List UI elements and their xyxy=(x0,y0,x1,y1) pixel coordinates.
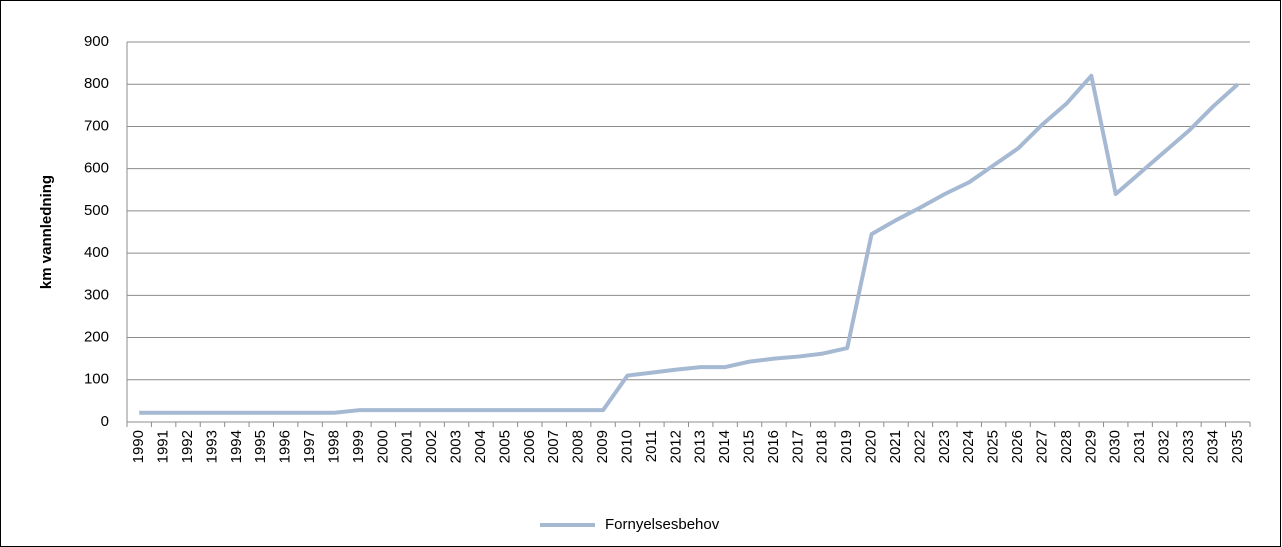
y-tick-label: 400 xyxy=(84,244,109,261)
y-tick-label: 500 xyxy=(84,202,109,219)
x-tick-label: 2009 xyxy=(594,430,611,463)
y-tick-label: 800 xyxy=(84,75,109,92)
x-tick-label: 2019 xyxy=(838,430,855,463)
x-tick-label: 2032 xyxy=(1156,430,1173,463)
x-tick-label: 1994 xyxy=(228,430,245,463)
x-tick-label: 2013 xyxy=(692,430,709,463)
y-tick-label: 900 xyxy=(84,33,109,50)
x-tick-label: 2035 xyxy=(1229,430,1246,463)
x-tick-label: 2012 xyxy=(667,430,684,463)
x-tick-label: 2033 xyxy=(1180,430,1197,463)
x-tick-label: 1990 xyxy=(130,430,147,463)
x-tick-label: 2003 xyxy=(448,430,465,463)
x-tick-label: 2005 xyxy=(496,430,513,463)
x-tick-label: 2007 xyxy=(545,430,562,463)
legend-label: Fornyelsesbehov xyxy=(605,516,720,533)
x-tick-label: 2011 xyxy=(643,430,660,462)
y-tick-label: 700 xyxy=(84,117,109,134)
x-tick-label: 1996 xyxy=(277,430,294,463)
x-tick-label: 2021 xyxy=(887,430,904,463)
x-tick-label: 2018 xyxy=(814,430,831,463)
x-tick-label: 2008 xyxy=(570,430,587,463)
y-tick-label: 300 xyxy=(84,286,109,303)
x-tick-label: 2023 xyxy=(936,430,953,463)
y-axis-label: km vannledning xyxy=(38,175,55,289)
x-tick-label: 2024 xyxy=(960,430,977,463)
x-tick-label: 1995 xyxy=(252,430,269,463)
x-tick-label: 2025 xyxy=(985,430,1002,463)
x-tick-label: 2014 xyxy=(716,430,733,463)
x-tick-label: 1997 xyxy=(301,430,318,463)
x-tick-label: 2031 xyxy=(1131,430,1148,463)
x-tick-label: 2016 xyxy=(765,430,782,463)
y-tick-label: 100 xyxy=(84,371,109,388)
x-tick-label: 2010 xyxy=(618,430,635,463)
x-tick-label: 1993 xyxy=(203,430,220,463)
x-tick-label: 2015 xyxy=(741,430,758,463)
x-tick-label: 2027 xyxy=(1033,430,1050,463)
x-tick-label: 2006 xyxy=(521,430,538,463)
x-tick-label: 2004 xyxy=(472,430,489,463)
y-tick-label: 0 xyxy=(101,413,109,430)
x-tick-label: 1999 xyxy=(350,430,367,463)
x-tick-label: 1992 xyxy=(179,430,196,463)
x-tick-label: 1991 xyxy=(155,430,172,463)
x-tick-label: 2028 xyxy=(1058,430,1075,463)
series-line xyxy=(139,73,1240,415)
y-tick-label: 200 xyxy=(84,329,109,346)
x-tick-label: 2002 xyxy=(423,430,440,463)
x-tick-label: 2026 xyxy=(1009,430,1026,463)
x-tick-label: 2020 xyxy=(863,430,880,463)
x-tick-label: 2000 xyxy=(374,430,391,463)
x-tick-label: 2029 xyxy=(1082,430,1099,463)
x-tick-label: 2030 xyxy=(1107,430,1124,463)
x-tick-label: 2001 xyxy=(399,430,416,463)
x-tick-label: 1998 xyxy=(325,430,342,463)
y-tick-label: 600 xyxy=(84,160,109,177)
x-tick-label: 2034 xyxy=(1204,430,1221,463)
x-tick-label: 2017 xyxy=(789,430,806,463)
x-tick-label: 2022 xyxy=(911,430,928,463)
